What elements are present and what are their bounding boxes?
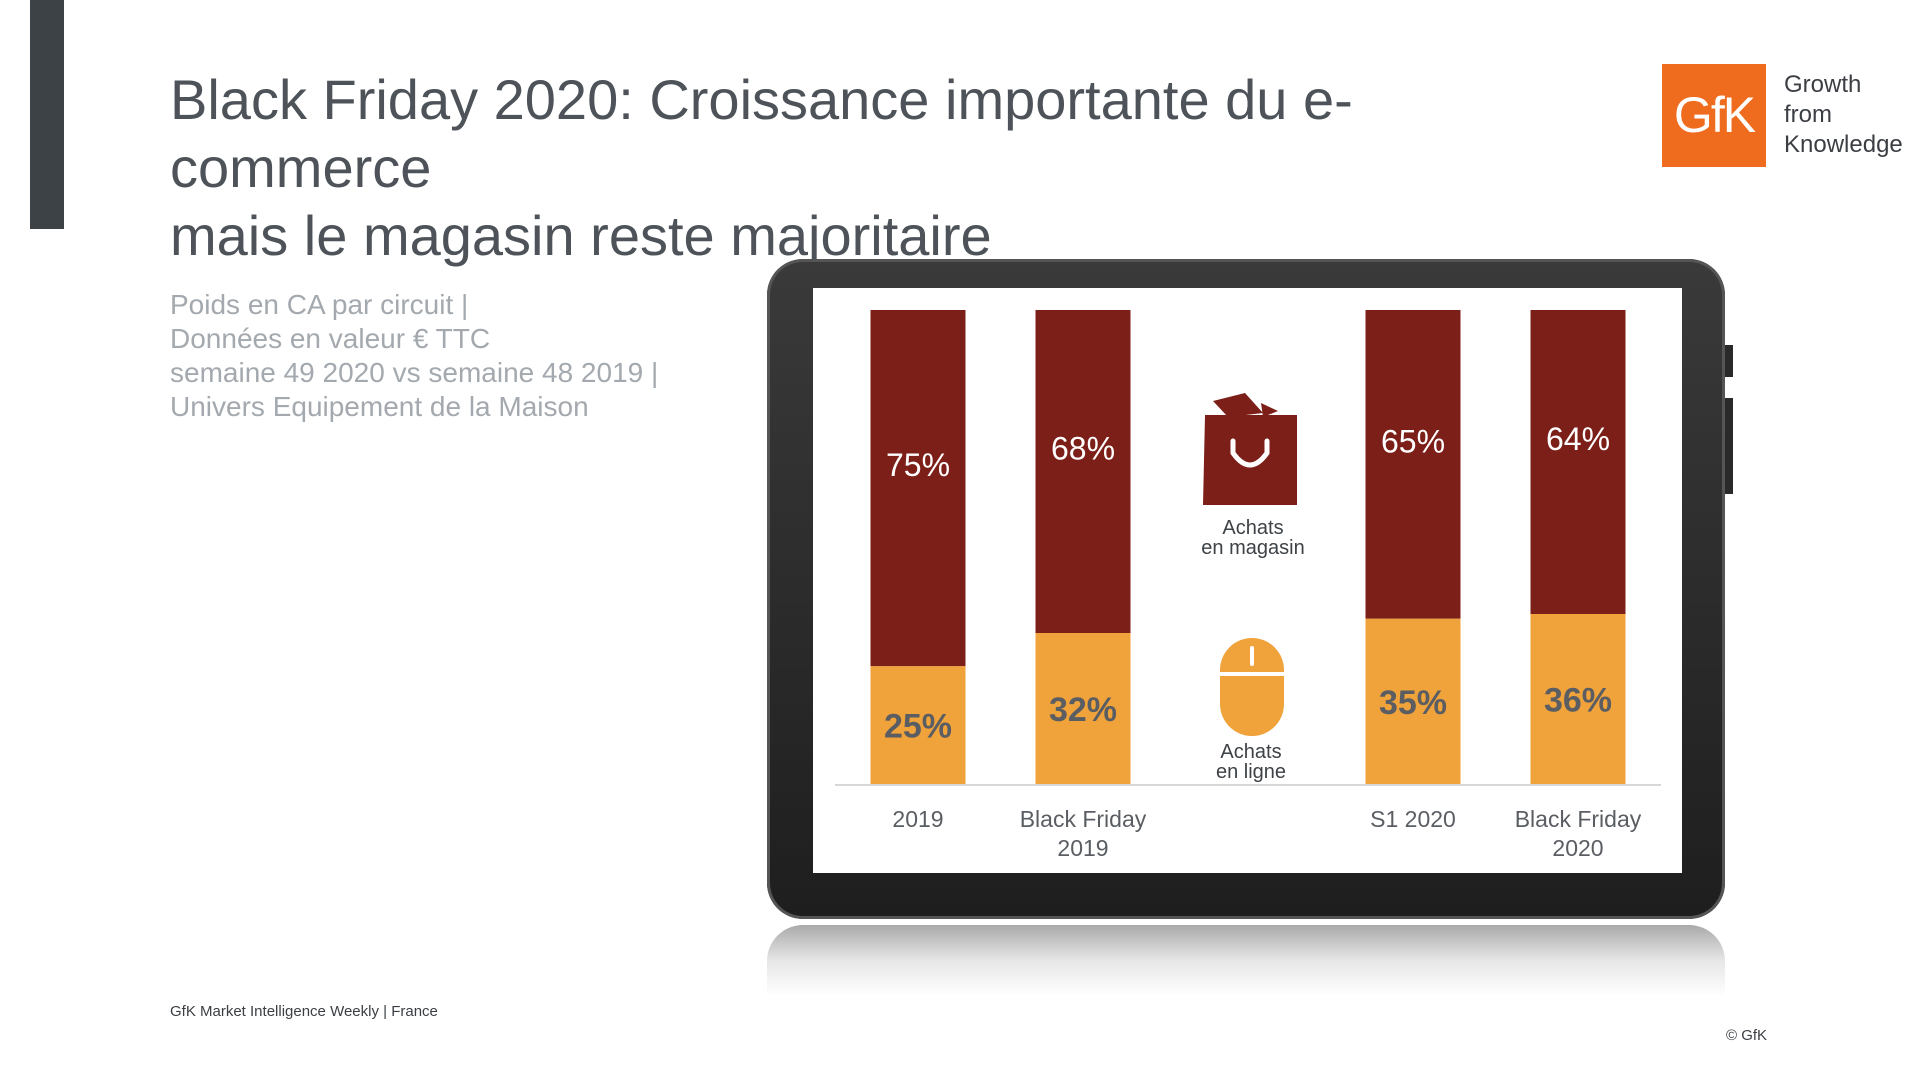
tablet-side-button (1725, 345, 1733, 377)
store-legend-label: en magasin (1201, 537, 1304, 559)
bar-online-label: 32% (1049, 691, 1117, 729)
tablet-reflection (767, 925, 1725, 997)
bar-store-label: 68% (1051, 431, 1115, 467)
bar-store (870, 310, 966, 667)
copyright: © GfK (1726, 1027, 1768, 1044)
title-line-2: mais le magasin reste majoritaire (170, 204, 992, 267)
accent-bar (30, 0, 64, 229)
bar-online (1035, 633, 1131, 785)
bar-store (1035, 310, 1131, 633)
subtitle-line: Poids en CA par circuit | (170, 289, 469, 320)
online-legend-label: en ligne (1216, 761, 1286, 783)
stacked-bar-chart: 75% 25% 68% 32% 65% 35% 64% 36% Achats en magas… (835, 310, 1661, 861)
gfk-logo: GfK Growth from Knowledge (1662, 64, 1912, 169)
bar-store-label: 65% (1381, 423, 1445, 459)
tablet-side-button (1725, 398, 1733, 494)
subtitle-line: semaine 49 2020 vs semaine 48 2019 | (170, 357, 659, 388)
logo-tagline-line: Growth (1784, 71, 1862, 98)
bar-online (1530, 614, 1626, 785)
bar-store-label: 75% (886, 447, 950, 483)
subtitle-line: Univers Equipement de la Maison (170, 391, 589, 422)
x-tick-label: 2019 (892, 806, 943, 832)
x-tick-label: 2020 (1552, 835, 1603, 861)
chart-bars: 75% 25% 68% 32% 65% 35% 64% 36% (870, 310, 1626, 785)
bar-online-label: 35% (1379, 684, 1447, 722)
tablet-screen: 75% 25% 68% 32% 65% 35% 64% 36% Achats en magas… (813, 288, 1682, 873)
subtitle: Poids en CA par circuit | Données en val… (170, 288, 730, 424)
online-legend-label: Achats (1220, 741, 1281, 763)
x-tick-label: 2019 (1057, 835, 1108, 861)
subtitle-line: Données en valeur € TTC (170, 323, 491, 354)
shopping-bag-icon (1203, 393, 1297, 505)
computer-mouse-icon (1220, 638, 1284, 736)
store-legend-label: Achats (1222, 517, 1283, 539)
bar-online-label: 36% (1544, 682, 1612, 720)
bar-online-label: 25% (884, 708, 952, 746)
x-tick-label: Black Friday (1515, 806, 1642, 832)
bar-online (1365, 618, 1461, 785)
title-line-1: Black Friday 2020: Croissance importante… (170, 68, 1353, 199)
legend-icons (1203, 393, 1297, 736)
logo-tagline-line: Knowledge (1784, 131, 1903, 158)
logo-mark: GfK (1662, 64, 1766, 167)
footer-source: GfK Market Intelligence Weekly | France (170, 1003, 438, 1020)
page-title: Black Friday 2020: Croissance importante… (170, 66, 1610, 270)
bar-online (870, 666, 966, 785)
x-tick-label: S1 2020 (1370, 806, 1456, 832)
bar-store-label: 64% (1546, 421, 1610, 457)
x-tick-label: Black Friday (1020, 806, 1147, 832)
bar-store (1530, 310, 1626, 614)
x-axis-labels: 2019 Black Friday 2019 S1 2020 Black Friday 2… (892, 806, 1641, 861)
logo-tagline: Growth from Knowledge (1784, 70, 1903, 160)
logo-tagline-line: from (1784, 101, 1832, 128)
bar-store (1365, 310, 1461, 619)
